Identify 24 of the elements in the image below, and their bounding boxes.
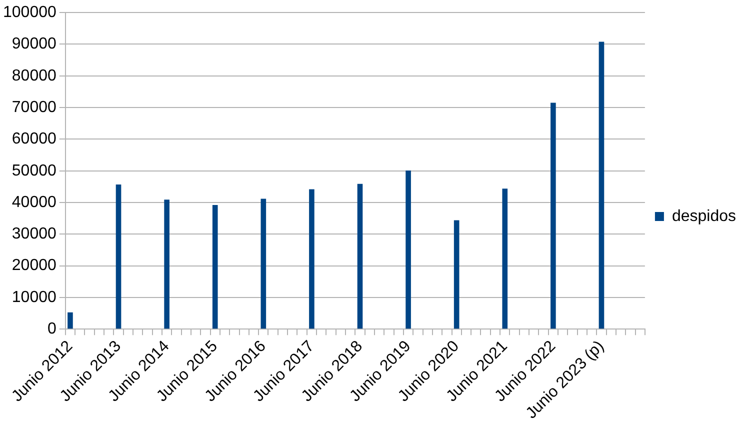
y-tick-label: 30000 [12,226,56,243]
y-tick-label: 0 [47,320,56,338]
bar [502,188,508,329]
y-tick-label: 20000 [12,257,56,274]
y-tick-label: 70000 [12,98,56,116]
bar [164,200,170,329]
y-tick-label: 50000 [12,162,56,180]
y-tick-label: 80000 [12,67,56,84]
bar [68,312,73,329]
legend-label: despidos [672,208,736,225]
bar [260,198,266,329]
bar [454,220,460,329]
bar [550,102,556,329]
bar [116,184,122,329]
bar [309,189,314,329]
y-tick-label: 10000 [12,288,56,306]
y-tick-label: 100000 [3,4,56,22]
y-tick-label: 40000 [12,194,56,211]
bar [406,170,411,329]
bar [212,205,218,329]
bar [357,184,363,329]
y-tick-label: 90000 [12,36,56,53]
bar [598,42,604,329]
y-tick-label: 60000 [12,130,56,148]
